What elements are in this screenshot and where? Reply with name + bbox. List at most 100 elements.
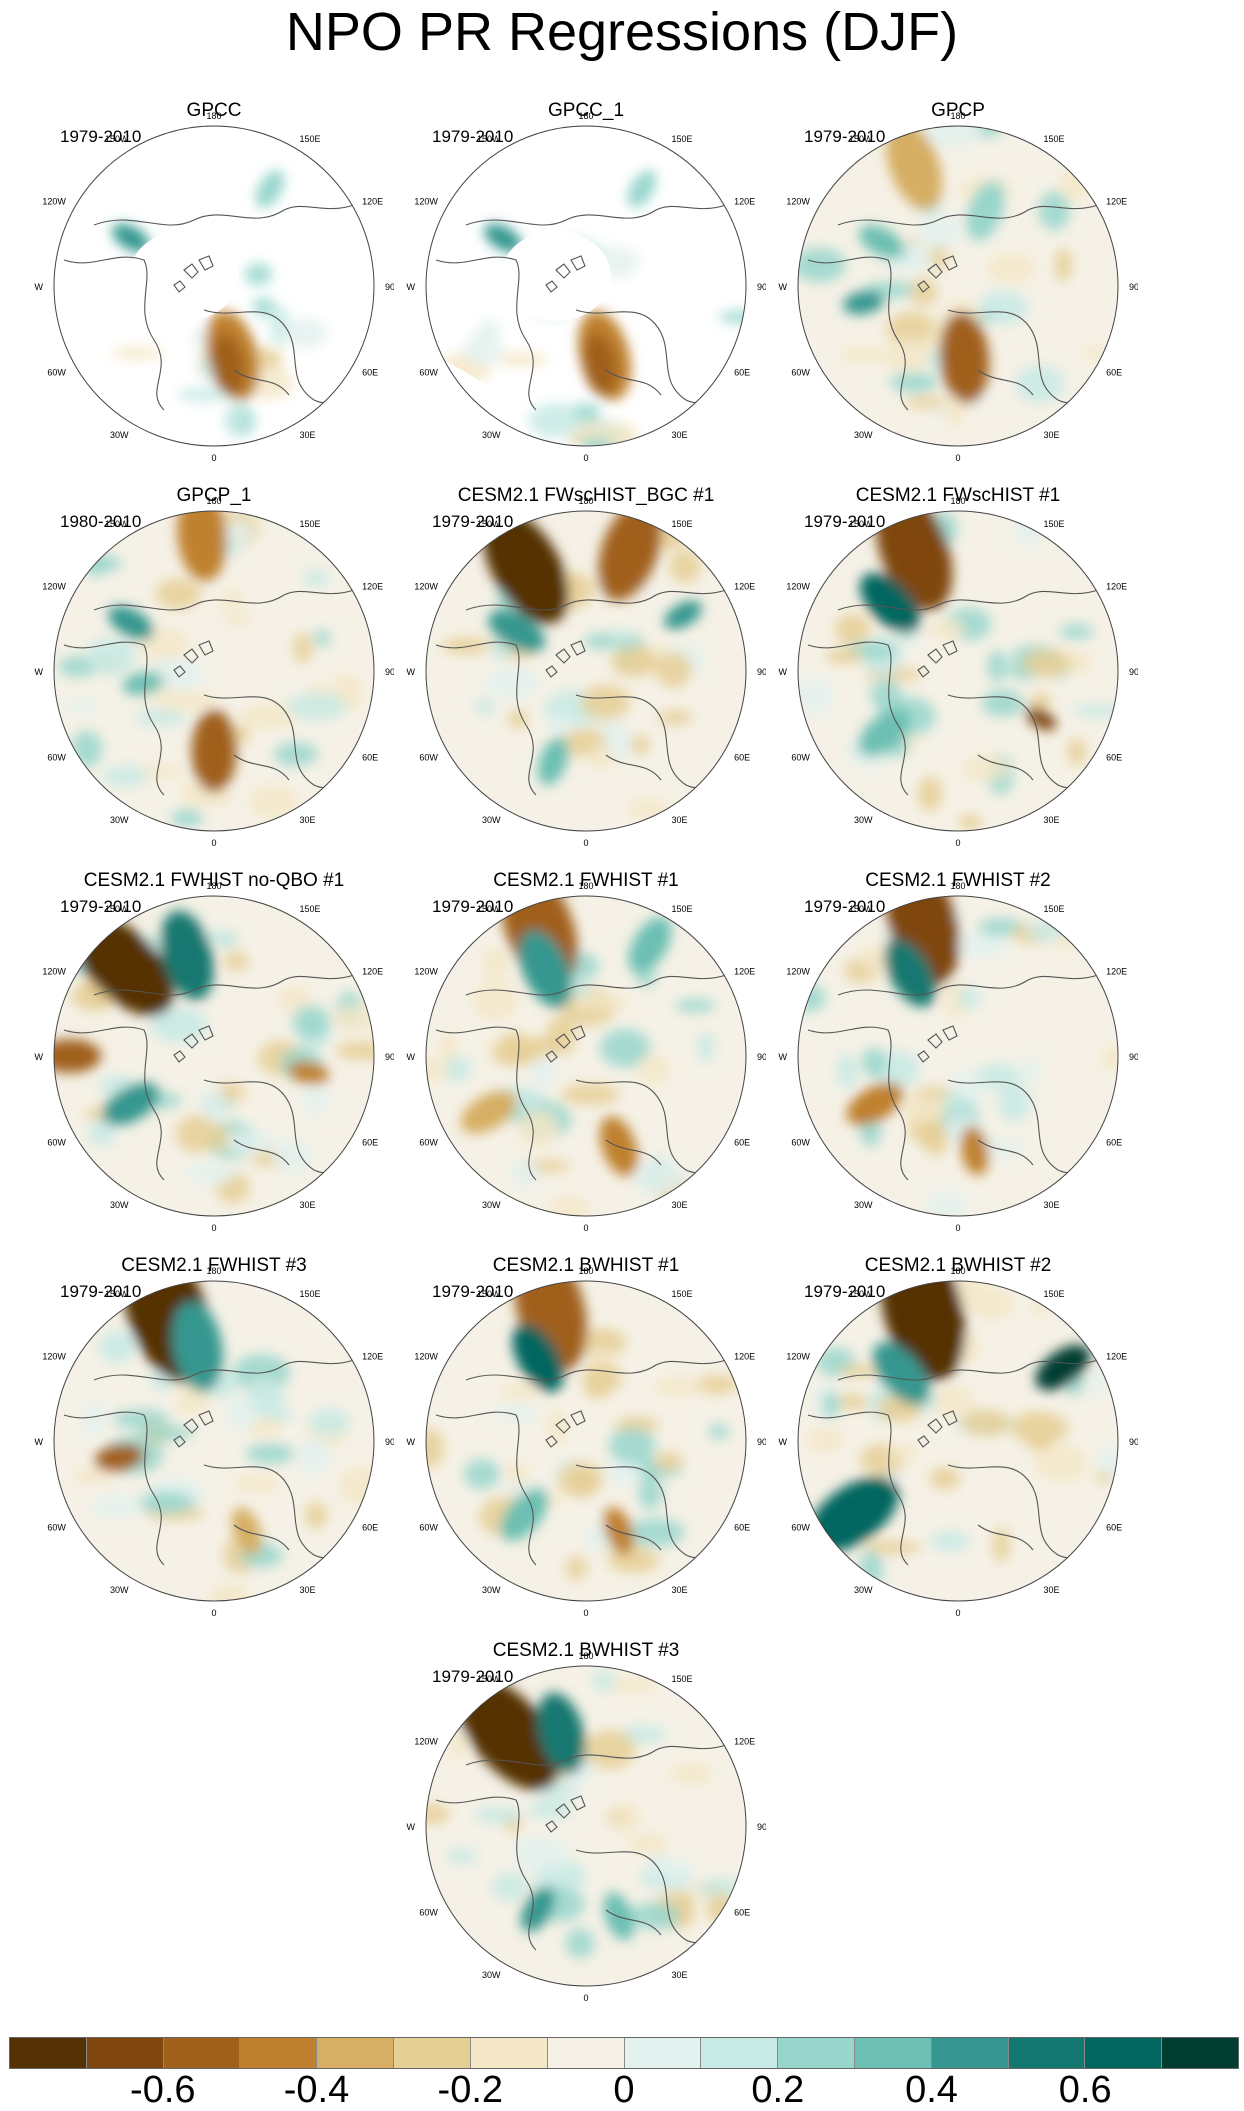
anomaly-patch	[942, 396, 967, 426]
longitude-label: 90E	[1129, 1052, 1138, 1062]
polar-map: 180 150E 120E 90E 60E 30E 0 30W 60W 90W 120W 150W	[34, 111, 394, 463]
anomaly-patch	[987, 253, 1036, 284]
coastline	[63, 974, 374, 1181]
longitude-label: 90W	[406, 1052, 415, 1062]
anomaly-patch	[927, 241, 948, 271]
colorbar-tick-label: -0.6	[130, 2069, 196, 2111]
longitude-label: 180	[950, 1266, 965, 1276]
anomaly-patch	[493, 1404, 541, 1421]
anomaly-patch	[638, 1473, 663, 1510]
longitude-label: 60W	[47, 1138, 66, 1148]
longitude-label: 90W	[34, 282, 43, 292]
longitude-label: 0	[583, 838, 588, 848]
longitude-label: 0	[583, 453, 588, 463]
anomaly-patch	[481, 947, 510, 980]
anomaly-patch	[1010, 1411, 1069, 1445]
map-border	[425, 1280, 747, 1602]
longitude-label: 180	[206, 881, 221, 891]
longitude-label: 180	[578, 1651, 593, 1661]
anomaly-patch	[1025, 921, 1066, 942]
anomaly-region	[627, 170, 657, 208]
map-border	[53, 895, 375, 1217]
anomaly-patch	[834, 613, 871, 645]
anomaly-region	[807, 1476, 899, 1553]
map-border	[425, 895, 747, 1217]
anomaly-patch	[959, 814, 982, 831]
anomaly-patch	[566, 979, 592, 997]
anomaly-region	[582, 333, 618, 396]
longitude-label: 120W	[786, 197, 810, 207]
anomaly-patch	[697, 1031, 715, 1063]
anomaly-patch	[510, 1159, 540, 1188]
anomaly-patch	[861, 1047, 887, 1078]
longitude-label: 150E	[1044, 519, 1065, 529]
anomaly-patch	[1080, 346, 1109, 359]
anomaly-patch	[719, 310, 746, 324]
colorbar-tick-label: 0	[613, 2069, 635, 2111]
map-border	[53, 125, 375, 447]
longitude-label: 60E	[362, 1138, 378, 1148]
figure-title: NPO PR Regressions (DJF)	[285, 2, 959, 62]
polar-map: 180 150E 120E 90E 60E 30E 0 30W 60W 90W 120W 150W	[406, 1266, 766, 1618]
longitude-label: 120E	[734, 967, 755, 977]
anomaly-patch	[272, 1139, 313, 1174]
longitude-label: 150W	[105, 1289, 129, 1299]
anomaly-patch	[233, 1474, 279, 1493]
anomaly-patch	[245, 1443, 295, 1464]
longitude-label: 30W	[110, 430, 129, 440]
longitude-label: 90E	[757, 1822, 766, 1832]
longitude-label: 150E	[672, 1674, 693, 1684]
anomaly-region	[210, 333, 246, 396]
colorbar-swatch	[1162, 2038, 1238, 2068]
longitude-label: 120W	[414, 967, 438, 977]
anomaly-patch	[584, 633, 617, 650]
longitude-label: 0	[583, 1608, 588, 1618]
polar-map: 180 150E 120E 90E 60E 30E 0 30W 60W 90W 120W 150W	[34, 881, 394, 1233]
anomaly-patch	[426, 1057, 449, 1082]
longitude-label: 30E	[300, 1200, 316, 1210]
colorbar-tick-label: 0.2	[751, 2069, 805, 2111]
panel-years: 1979-2010	[432, 127, 514, 146]
map-border	[797, 510, 1119, 832]
longitude-label: 120W	[786, 582, 810, 592]
anomaly-patch	[972, 1285, 1013, 1321]
longitude-label: 120W	[42, 1352, 66, 1362]
anomaly-patch	[549, 1196, 591, 1216]
longitude-label: 120E	[1106, 1352, 1127, 1362]
longitude-label: 0	[583, 1223, 588, 1233]
anomaly-patch	[277, 986, 310, 1013]
anomaly-patch	[546, 1409, 568, 1445]
longitude-label: 60W	[419, 368, 438, 378]
anomaly-patch	[174, 1391, 209, 1416]
anomaly-patch	[170, 809, 203, 828]
longitude-label: 180	[206, 1266, 221, 1276]
anomaly-region	[860, 573, 921, 634]
longitude-label: 0	[211, 1608, 216, 1618]
anomaly-patch	[836, 1053, 858, 1090]
map-background	[798, 511, 1118, 831]
anomaly-region	[846, 1082, 904, 1126]
longitude-label: 90E	[385, 282, 394, 292]
anomaly-region	[886, 126, 943, 210]
map-background	[54, 1281, 374, 1601]
longitude-label: 90W	[406, 1822, 415, 1832]
panel-title: CESM2.1 FWHIST #1	[493, 870, 679, 891]
longitude-label: 60W	[791, 1523, 810, 1533]
anomaly-patch	[247, 366, 293, 400]
map-border	[797, 125, 1119, 447]
map-border	[797, 895, 1119, 1217]
anomaly-patch	[565, 1556, 588, 1580]
panel-title: CESM2.1 FWscHIST_BGC #1	[457, 485, 715, 506]
anomaly-patch	[798, 678, 835, 715]
longitude-label: 150W	[477, 1674, 501, 1684]
polar-map: 180 150E 120E 90E 60E 30E 0 30W 60W 90W 120W 150W	[778, 496, 1138, 848]
longitude-label: 30E	[300, 815, 316, 825]
polar-map: 180 150E 120E 90E 60E 30E 0 30W 60W 90W 120W 150W	[406, 881, 766, 1233]
anomaly-region	[484, 223, 522, 253]
longitude-label: 30W	[854, 815, 873, 825]
anomaly-region	[880, 1281, 966, 1381]
colorbar-swatch	[547, 2038, 625, 2068]
colorbar-swatch	[86, 2038, 164, 2068]
longitude-label: 60E	[1106, 1138, 1122, 1148]
longitude-label: 90E	[757, 1437, 766, 1447]
